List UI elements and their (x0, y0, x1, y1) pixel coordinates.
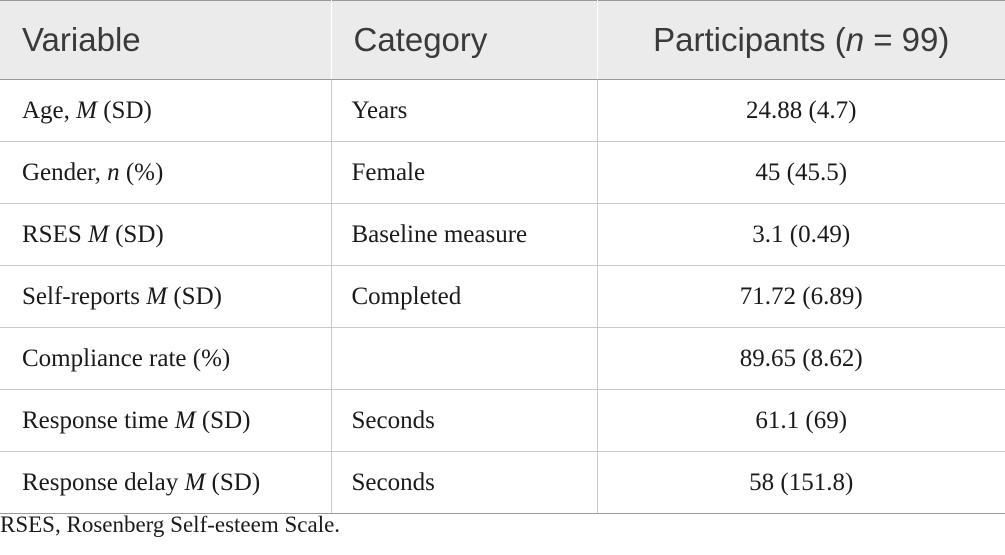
cell-variable: Compliance rate (%) (0, 327, 332, 390)
cell-category: Completed (331, 265, 598, 328)
variable-tail: (%) (119, 158, 164, 186)
variable-tail: (SD) (167, 282, 222, 310)
variable-label: RSES (22, 220, 89, 248)
cell-variable: Gender, n (%) (0, 141, 332, 204)
header-participants-n: n (845, 21, 865, 58)
cell-category: Seconds (331, 451, 598, 514)
variable-stat: M (76, 96, 97, 124)
cell-value: 58 (151.8) (597, 451, 1005, 514)
cell-value: 45 (45.5) (597, 141, 1005, 204)
table-row: RSES M (SD) Baseline measure 3.1 (0.49) (0, 203, 1005, 266)
cell-variable: RSES M (SD) (0, 203, 332, 266)
cell-value: 71.72 (6.89) (597, 265, 1005, 328)
header-participants-prefix: Participants ( (653, 21, 846, 58)
variable-tail: (SD) (108, 220, 164, 248)
variable-stat: M (184, 468, 206, 496)
cell-value: 61.1 (69) (597, 389, 1005, 452)
table-row: Response time M (SD) Seconds 61.1 (69) (0, 389, 1005, 452)
cell-variable: Self-reports M (SD) (0, 265, 332, 328)
variable-stat: n (107, 158, 120, 186)
cell-variable: Response delay M (SD) (0, 451, 332, 514)
variable-label: Response time (22, 406, 175, 434)
table-row: Gender, n (%) Female 45 (45.5) (0, 141, 1005, 204)
header-participants: Participants (n = 99) (597, 0, 1005, 80)
table-row: Self-reports M (SD) Completed 71.72 (6.8… (0, 265, 1005, 328)
cell-value: 89.65 (8.62) (597, 327, 1005, 390)
header-variable: Variable (0, 0, 332, 80)
table-row: Response delay M (SD) Seconds 58 (151.8) (0, 451, 1005, 514)
variable-label: Compliance rate (%) (22, 344, 231, 372)
header-participants-suffix: = 99) (864, 21, 950, 58)
header-category: Category (331, 0, 598, 80)
variable-label: Response delay (22, 468, 185, 496)
table-header: Variable Category Participants (n = 99) (0, 0, 1005, 80)
cell-category: Baseline measure (331, 203, 598, 266)
variable-tail: (SD) (205, 468, 261, 496)
variable-label: Gender, (22, 158, 108, 186)
cell-category: Female (331, 141, 598, 204)
cell-variable: Age, M (SD) (0, 79, 332, 142)
table-body: Age, M (SD) Years 24.88 (4.7) Gender, n … (0, 79, 1005, 514)
participant-characteristics-table: Variable Category Participants (n = 99) … (0, 0, 1005, 514)
cell-category: Years (331, 79, 598, 142)
variable-label: Self-reports (22, 282, 147, 310)
variable-stat: M (146, 282, 168, 310)
cell-variable: Response time M (SD) (0, 389, 332, 452)
header-row: Variable Category Participants (n = 99) (0, 0, 1005, 80)
variable-tail: (SD) (195, 406, 251, 434)
variable-tail: (SD) (96, 96, 152, 124)
cell-value: 24.88 (4.7) (597, 79, 1005, 142)
table-row: Compliance rate (%) 89.65 (8.62) (0, 327, 1005, 390)
table-row: Age, M (SD) Years 24.88 (4.7) (0, 79, 1005, 142)
table-footnote: RSES, Rosenberg Self-esteem Scale. (0, 512, 341, 537)
cell-category (331, 327, 598, 390)
variable-label: Age, (22, 96, 77, 124)
cell-category: Seconds (331, 389, 598, 452)
variable-stat: M (174, 406, 196, 434)
variable-stat: M (88, 220, 109, 248)
cell-value: 3.1 (0.49) (597, 203, 1005, 266)
